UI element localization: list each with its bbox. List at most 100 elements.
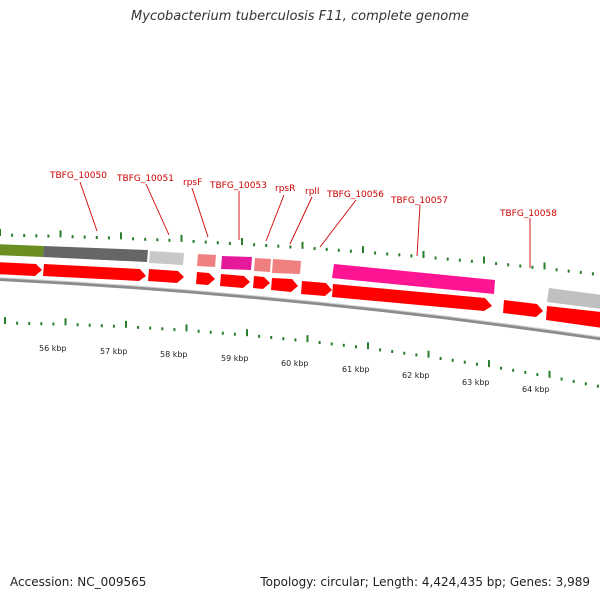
minor-tick [572,379,575,383]
minor-tick [228,241,231,245]
minor-tick [451,358,454,362]
cds-arrow[interactable] [148,269,184,283]
feature-rpsR[interactable] [254,258,271,272]
gene-label[interactable]: TBFG_10058 [499,209,557,219]
feature-TBFG_10057[interactable] [332,264,495,294]
minor-tick [374,251,377,255]
minor-tick [330,342,333,346]
accession-text: Accession: NC_009565 [10,575,147,589]
minor-tick [258,334,261,338]
minor-tick [216,241,219,245]
minor-tick [391,350,394,353]
scale-label: 61 kbp [342,365,370,374]
minor-tick [35,234,38,238]
major-tick [422,251,425,258]
minor-tick [11,233,14,237]
cds-arrow[interactable] [301,281,332,296]
cds-arrow[interactable] [503,300,543,317]
scale-label: 62 kbp [402,371,430,380]
minor-tick [349,249,352,253]
cds-arrow[interactable] [253,276,270,289]
scale-label: 64 kbp [522,385,550,394]
minor-tick [500,366,503,370]
cds-arrow[interactable] [196,272,215,285]
feature-TBFG_10058[interactable] [547,288,600,310]
feature-rplI[interactable] [272,259,301,274]
scale-label: 57 kbp [100,347,128,356]
minor-tick [560,377,563,381]
minor-tick [156,238,159,242]
minor-tick [270,336,273,339]
gene-label[interactable]: TBFG_10051 [116,174,174,184]
cds-arrow[interactable] [546,306,600,329]
feature-light-gray[interactable] [149,251,184,265]
major-tick [301,241,304,249]
minor-tick [584,382,587,386]
minor-tick [265,244,268,247]
minor-tick [318,341,321,344]
major-tick [488,360,490,368]
feature-dark-gray[interactable] [43,246,148,262]
gene-label[interactable]: TBFG_10056 [326,190,384,200]
minor-tick [325,247,328,251]
major-tick [0,229,1,236]
minor-tick [132,237,135,241]
major-tick [543,262,546,270]
minor-tick [289,245,292,249]
minor-tick [88,323,91,327]
upper-tick-row [0,229,594,276]
minor-tick [579,270,582,274]
minor-tick [567,269,570,273]
minor-tick [40,322,43,326]
minor-tick [23,234,26,237]
minor-tick [386,252,389,256]
minor-tick [342,343,345,347]
cds-arrow[interactable] [271,278,298,292]
cds-arrow[interactable] [43,264,146,281]
minor-tick [463,360,466,364]
minor-tick [233,332,236,336]
minor-tick [28,321,31,325]
minor-tick [439,357,442,360]
minor-tick [76,323,79,327]
feature-track [0,244,600,310]
gene-label[interactable]: TBFG_10053 [209,181,267,191]
scale-label: 63 kbp [462,378,490,387]
minor-tick [173,328,176,332]
major-tick [241,238,243,245]
minor-tick [536,373,539,377]
map-title: Mycobacterium tuberculosis F11, complete… [131,9,469,24]
genome-backbone-highlight [0,277,600,338]
gene-label[interactable]: rpsR [275,184,295,194]
gene-label[interactable]: TBFG_10057 [390,196,448,206]
major-tick [367,342,369,350]
major-tick [4,317,6,325]
cds-arrow[interactable] [0,262,42,276]
lower-tick-row [4,317,599,388]
minor-tick [112,324,115,328]
minor-tick [446,257,449,261]
scale-label: 58 kbp [160,350,188,359]
feature-olive[interactable] [0,244,44,257]
minor-tick [204,240,207,244]
minor-tick [221,331,224,335]
cds-arrow[interactable] [332,284,492,311]
minor-tick [434,256,437,260]
minor-tick [519,264,522,268]
minor-tick [591,272,594,276]
minor-tick [524,370,527,374]
minor-tick [209,330,212,334]
gene-label[interactable]: rplI [305,187,320,197]
gene-label[interactable]: TBFG_10050 [49,171,107,181]
major-tick [120,232,122,240]
minor-tick [197,329,200,333]
cds-arrow[interactable] [220,274,250,288]
minor-tick [475,362,478,366]
gene-label[interactable]: rpsF [183,178,202,188]
minor-tick [137,325,140,329]
feature-TBFG_10053[interactable] [221,256,252,270]
minor-tick [403,351,406,355]
feature-rpsF[interactable] [197,254,216,267]
minor-tick [107,236,110,240]
